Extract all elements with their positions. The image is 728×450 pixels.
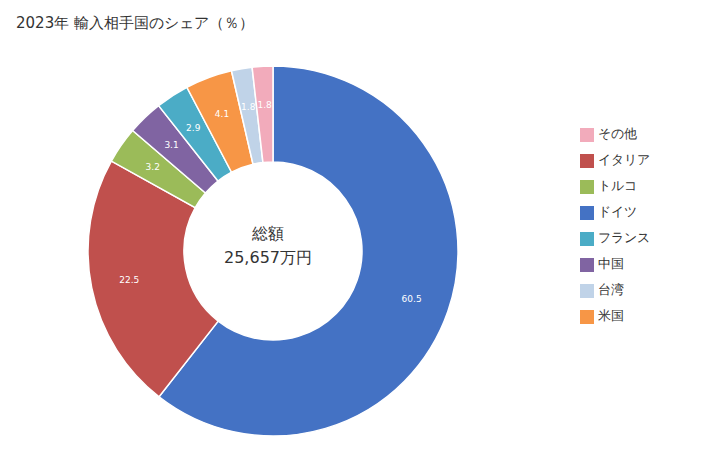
html-text:ドイツ: ドイツ bbox=[598, 204, 637, 219]
html-text:米国: 米国 bbox=[598, 308, 624, 323]
svg-text:1.8: 1.8 bbox=[241, 102, 256, 112]
svg-text:4.1: 4.1 bbox=[215, 109, 229, 119]
html-text:台湾: 台湾 bbox=[598, 282, 624, 297]
svg-text:22.5: 22.5 bbox=[119, 275, 139, 285]
svg-text:2.9: 2.9 bbox=[186, 123, 201, 133]
html-text:イタリア: イタリア bbox=[598, 152, 650, 167]
html-text:25,657万円: 25,657万円 bbox=[224, 248, 312, 267]
html-text:中国: 中国 bbox=[598, 256, 624, 271]
html-text:その他: その他 bbox=[598, 126, 637, 141]
svg-text:3.2: 3.2 bbox=[146, 162, 160, 172]
svg-text:3.1: 3.1 bbox=[164, 140, 178, 150]
html-text:2023年 輸入相手国のシェア（％）: 2023年 輸入相手国のシェア（％） bbox=[16, 14, 254, 32]
html-text:総額: 総額 bbox=[252, 224, 284, 243]
svg-text:60.5: 60.5 bbox=[402, 294, 422, 304]
html-text:トルコ: トルコ bbox=[598, 178, 637, 193]
html-text:フランス: フランス bbox=[598, 230, 650, 245]
svg-text:1.8: 1.8 bbox=[258, 100, 273, 110]
